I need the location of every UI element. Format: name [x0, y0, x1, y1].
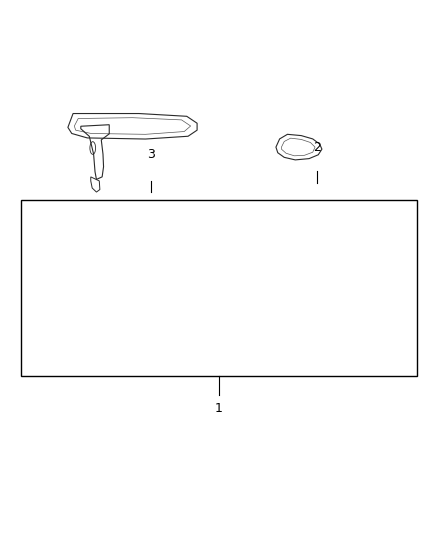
Text: 3: 3 [147, 149, 155, 161]
Text: 1: 1 [215, 402, 223, 415]
Bar [28, 334, 60, 366]
Bar [21, 200, 417, 376]
Text: 2: 2 [313, 141, 321, 154]
